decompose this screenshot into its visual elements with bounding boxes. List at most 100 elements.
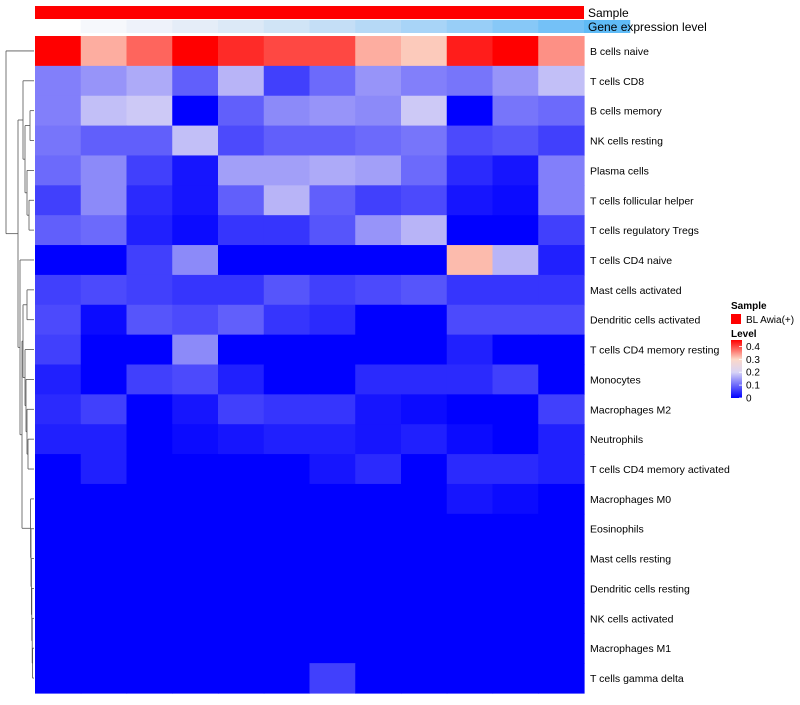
heatmap-cell	[172, 424, 219, 455]
legend-sample-swatch	[731, 314, 741, 324]
heatmap-cell	[492, 274, 539, 306]
heatmap-cell	[218, 125, 265, 157]
heatmap-cell	[35, 245, 82, 276]
heatmap-cell	[35, 603, 82, 634]
row-label: T cells follicular helper	[590, 195, 694, 207]
heatmap-cell	[446, 36, 494, 67]
heatmap-cell	[309, 573, 356, 605]
heatmap-cell	[309, 513, 356, 545]
heatmap-cell	[309, 215, 356, 246]
heatmap-cell	[446, 483, 494, 515]
heatmap-cell	[355, 483, 402, 515]
row-label: B cells naive	[590, 46, 649, 58]
heatmap-cell	[172, 334, 219, 366]
heatmap-cell	[172, 95, 219, 127]
heatmap-cell	[446, 155, 494, 186]
heatmap-cell	[80, 215, 128, 246]
heatmap-cell	[492, 543, 539, 575]
heatmap-cell	[401, 245, 448, 276]
heatmap-cell	[218, 573, 265, 605]
heatmap-cell	[538, 274, 585, 306]
heatmap-cell	[263, 513, 311, 545]
heatmap-cell	[355, 245, 402, 276]
heatmap-cell	[355, 394, 402, 425]
heatmap-cell	[355, 454, 402, 485]
heatmap-cell	[126, 513, 173, 545]
heatmap-cell	[538, 424, 585, 455]
heatmap-cell	[126, 543, 173, 575]
heatmap-cell	[35, 65, 82, 97]
heatmap-cell	[172, 513, 219, 545]
heatmap-cell	[446, 424, 494, 455]
heatmap-cell	[538, 155, 585, 186]
heatmap-cell	[355, 36, 402, 67]
heatmap-cell	[126, 483, 173, 515]
heatmap-cell	[263, 274, 311, 306]
heatmap-cell	[218, 424, 265, 455]
heatmap-cell	[309, 633, 356, 664]
heatmap-cell	[35, 513, 82, 545]
heatmap-cell	[401, 633, 448, 664]
heatmap-cell	[401, 65, 448, 97]
heatmap-cell	[538, 36, 585, 67]
heatmap-cell	[446, 215, 494, 246]
heatmap-cell	[309, 364, 356, 395]
expression-track-cell	[446, 20, 493, 33]
heatmap-cell	[401, 483, 448, 515]
legend-level-title: Level	[731, 329, 757, 340]
heatmap-cell	[446, 364, 494, 395]
heatmap-cell	[35, 663, 82, 694]
heatmap-cell	[263, 543, 311, 575]
heatmap-cell	[263, 663, 311, 694]
row-label: T cells CD4 memory activated	[590, 464, 730, 476]
heatmap-cell	[538, 603, 585, 634]
heatmap-cell	[126, 95, 173, 127]
heatmap-cell	[309, 245, 356, 276]
sample-track-bar	[35, 6, 584, 19]
heatmap-cell	[309, 36, 356, 67]
heatmap-cell	[126, 36, 173, 67]
heatmap-cell	[263, 424, 311, 455]
heatmap-cell	[126, 245, 173, 276]
heatmap-cell	[126, 454, 173, 485]
heatmap-cell	[355, 155, 402, 186]
heatmap-cell	[538, 573, 585, 605]
heatmap-cell	[218, 454, 265, 485]
heatmap-cell	[218, 633, 265, 664]
heatmap-cell	[355, 364, 402, 395]
heatmap-cell	[538, 364, 585, 395]
heatmap-cell	[35, 573, 82, 605]
heatmap-cell	[172, 364, 219, 395]
heatmap-cell	[35, 454, 82, 485]
heatmap-cell	[309, 185, 356, 216]
heatmap-cell	[263, 334, 311, 366]
heatmap-cell	[538, 95, 585, 127]
heatmap-cell	[355, 185, 402, 216]
sample-track-label: Sample	[588, 6, 629, 20]
heatmap-cell	[172, 573, 219, 605]
heatmap-cell	[35, 633, 82, 664]
heatmap-cell	[355, 633, 402, 664]
heatmap-cell	[218, 603, 265, 634]
expression-track-cell	[126, 20, 173, 33]
heatmap-cell	[538, 633, 585, 664]
heatmap-cell	[80, 334, 128, 366]
heatmap-cell	[126, 155, 173, 186]
heatmap-cell	[35, 185, 82, 216]
heatmap-cell	[492, 663, 539, 694]
heatmap-cell	[492, 513, 539, 545]
heatmap-cell	[309, 483, 356, 515]
heatmap-cell	[492, 483, 539, 515]
heatmap-cell	[126, 274, 173, 306]
heatmap-cell	[80, 95, 128, 127]
heatmap-cell	[35, 394, 82, 425]
heatmap-cell	[492, 334, 539, 366]
heatmap-cell	[126, 603, 173, 634]
heatmap-cell	[538, 245, 585, 276]
legend-sample-title: Sample	[731, 301, 767, 312]
heatmap-cell	[126, 215, 173, 246]
heatmap-cell	[35, 543, 82, 575]
expression-track-cell	[172, 20, 219, 33]
legend-tick-label: 0.4	[746, 342, 760, 353]
heatmap-cell	[446, 65, 494, 97]
